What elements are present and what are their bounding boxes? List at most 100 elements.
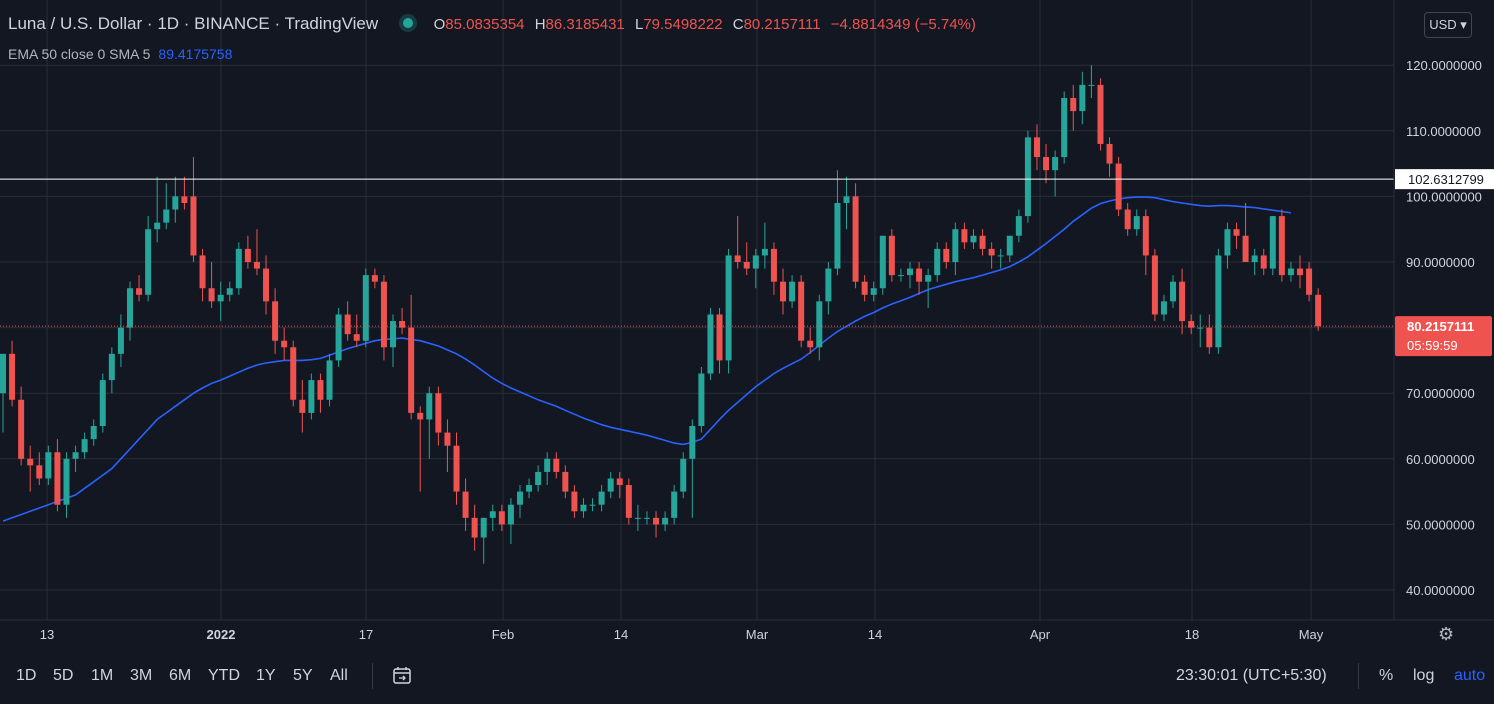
candle-body [1097, 84, 1104, 144]
candle-body [807, 340, 814, 348]
candle-body [172, 196, 179, 210]
change-value: −4.8814349 (−5.74%) [830, 16, 976, 33]
range-5d[interactable]: 5D [53, 667, 74, 684]
percent-toggle[interactable]: % [1379, 667, 1394, 684]
candle-body [362, 275, 369, 341]
candle-body [643, 517, 650, 519]
candle-body [136, 288, 143, 295]
candle-body [1224, 229, 1231, 256]
candle-body [616, 478, 623, 486]
last-price-text: 80.2157111 [1407, 319, 1474, 334]
candle-body [1206, 327, 1213, 348]
candle-body [1070, 98, 1077, 112]
candle-body [1278, 216, 1285, 276]
price-axis-labels: 102.6312799 80.2157111 05:59:59 [1395, 169, 1494, 357]
candle-body [36, 465, 43, 479]
settings-gear-icon[interactable]: ⚙ [1438, 624, 1455, 644]
candle-body [1024, 137, 1031, 217]
candle-body [1160, 301, 1167, 315]
candle-body [770, 248, 777, 282]
range-6m[interactable]: 6M [169, 667, 192, 684]
candle-body [734, 255, 741, 262]
close-value: 80.2157111 [743, 16, 821, 33]
range-1m[interactable]: 1M [91, 667, 114, 684]
candle-body [1260, 255, 1267, 269]
range-1d[interactable]: 1D [16, 667, 37, 684]
candle-body [716, 314, 723, 361]
interval-label[interactable]: 1D [157, 14, 180, 33]
log-toggle[interactable]: log [1413, 667, 1435, 684]
candle-body [1287, 268, 1294, 276]
market-status-icon [402, 18, 413, 28]
candle-body [380, 281, 387, 348]
price-tick-label: 60.0000000 [1406, 452, 1475, 467]
grid-lines [0, 0, 1394, 620]
auto-toggle[interactable]: auto [1454, 667, 1486, 684]
candle-body [562, 471, 569, 492]
candle-body [952, 229, 959, 262]
candle-body [399, 321, 406, 328]
range-ytd[interactable]: YTD [208, 667, 240, 684]
candle-body [798, 281, 805, 341]
candle-body [943, 248, 950, 262]
candle-body [290, 347, 297, 400]
candle-body [244, 248, 251, 262]
candle-body [761, 248, 768, 256]
candle-body [671, 491, 678, 518]
candle-body [462, 491, 469, 518]
candle-body [453, 445, 460, 492]
time-tick-label: Mar [746, 627, 769, 642]
range-all[interactable]: All [330, 667, 348, 684]
candle-body [598, 491, 605, 505]
candle-body [870, 288, 877, 295]
last-price-tag [1395, 316, 1492, 357]
candle-body [235, 248, 242, 289]
candle-body [498, 511, 505, 525]
candle-body [752, 255, 759, 269]
time-tick-label: May [1299, 627, 1324, 642]
price-tick-label: 90.0000000 [1406, 255, 1475, 270]
candle-body [1188, 321, 1195, 328]
candle-body [1033, 137, 1040, 158]
currency-button[interactable]: USD ▾ [1424, 12, 1472, 38]
range-1y[interactable]: 1Y [256, 667, 276, 684]
candle-body [308, 380, 315, 413]
candle-body [743, 262, 750, 269]
candle-body [1052, 157, 1059, 171]
candle-body [117, 327, 124, 354]
candle-body [907, 268, 913, 276]
countdown-text: 05:59:59 [1407, 338, 1458, 353]
candle-body [1297, 268, 1304, 276]
candle-body [1151, 255, 1158, 315]
candle-body [45, 452, 52, 479]
candle-body [961, 229, 968, 243]
range-3m[interactable]: 3M [130, 667, 153, 684]
low-value: 79.5498222 [643, 16, 723, 33]
open-label: O [433, 16, 446, 33]
date-range-icon[interactable] [392, 665, 412, 685]
candle-body [335, 314, 342, 361]
clock-label[interactable]: 23:30:01 (UTC+5:30) [1176, 667, 1327, 684]
price-tick-label: 40.0000000 [1406, 583, 1475, 598]
indicator-legend[interactable]: EMA 50 close 0 SMA 5 89.4175758 [8, 46, 232, 62]
range-5y[interactable]: 5Y [293, 667, 313, 684]
candle-body [1197, 327, 1204, 329]
price-tick-label: 120.0000000 [1406, 58, 1482, 73]
source-label: TradingView [284, 14, 379, 33]
candle-body [190, 196, 197, 256]
candle-body [426, 393, 433, 420]
symbol-name[interactable]: Luna / U.S. Dollar [8, 14, 143, 33]
candle-body [435, 393, 442, 433]
candle-body [1233, 229, 1240, 236]
candle-body [1106, 143, 1113, 164]
candle-body [471, 517, 478, 538]
candle-body [680, 458, 687, 492]
candle-body [625, 485, 632, 518]
candle-body [317, 380, 324, 400]
candle-body [126, 288, 133, 328]
price-tick-label: 50.0000000 [1406, 517, 1475, 532]
time-axis[interactable]: 13 2022 17 Feb 14 Mar 14 Apr 18 May [40, 627, 1324, 642]
time-tick-label: Feb [492, 627, 514, 642]
candle-body [281, 340, 288, 348]
